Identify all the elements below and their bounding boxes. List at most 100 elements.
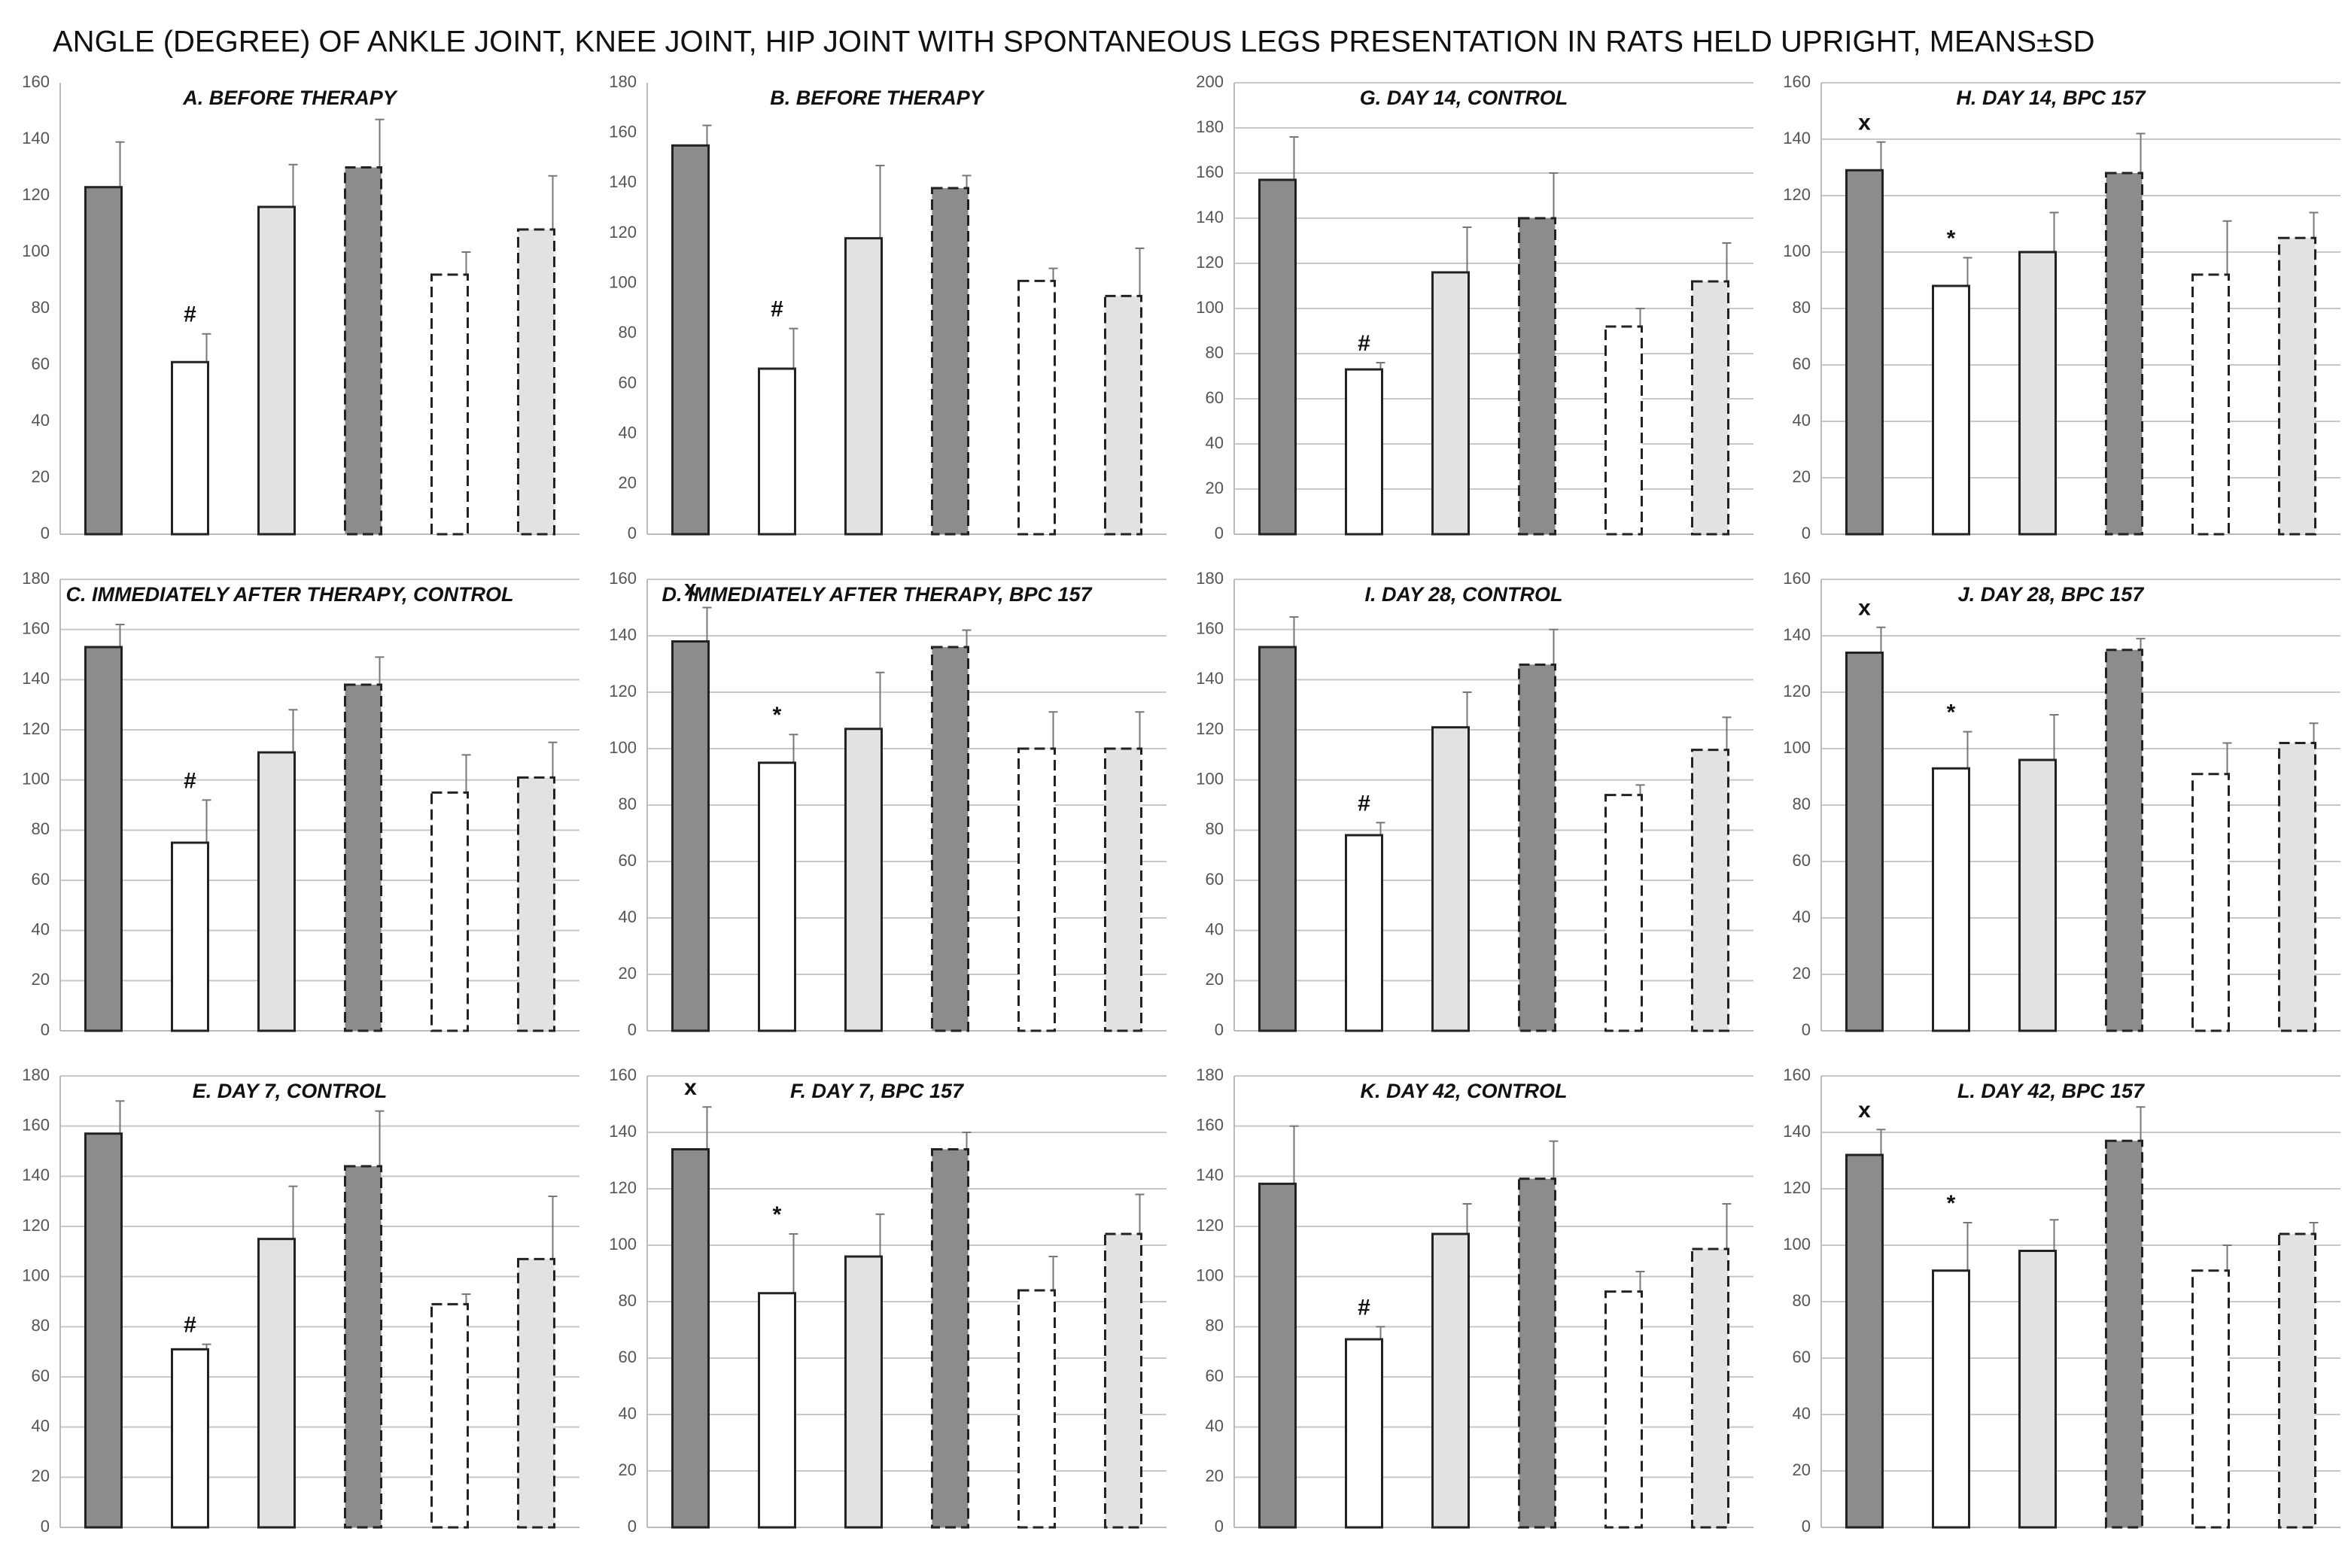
bar: [344, 683, 382, 1032]
y-tick-label: 0: [1802, 524, 1811, 542]
bar: [844, 237, 883, 536]
bar: [171, 841, 209, 1032]
bar: [430, 791, 469, 1032]
y-tick-label: 160: [1783, 569, 1811, 588]
y-tick-label: 140: [1196, 669, 1224, 688]
y-tick-label: 60: [1793, 1348, 1811, 1366]
y-tick-label: 60: [32, 870, 50, 889]
y-tick-label: 20: [32, 1466, 50, 1485]
y-tick-label: 20: [619, 1460, 637, 1479]
bar: [2018, 251, 2057, 536]
bar: [1345, 834, 1383, 1032]
y-tick-label: 20: [1793, 964, 1811, 983]
panel-title: B. BEFORE THERAPY: [770, 87, 986, 109]
y-tick-label: 40: [1206, 1416, 1224, 1435]
y-tick-label: 160: [609, 1065, 637, 1084]
y-tick-label: 20: [1206, 1466, 1224, 1485]
bar: [1345, 368, 1383, 536]
y-tick-label: 80: [32, 1316, 50, 1335]
bar: [1932, 767, 1970, 1032]
panel-title: J. DAY 28, BPC 157: [1958, 583, 2146, 606]
bar: [1017, 1289, 1056, 1529]
panel-title: L. DAY 42, BPC 157: [1957, 1080, 2146, 1102]
y-tick-label: 120: [609, 223, 637, 242]
bar: [1017, 279, 1056, 536]
y-tick-label: 80: [619, 1291, 637, 1310]
bar: [344, 166, 382, 536]
significance-marker: x: [684, 576, 697, 600]
bar: [671, 144, 710, 536]
bar: [1932, 1269, 1970, 1529]
bar: [1345, 1338, 1383, 1529]
y-tick-label: 0: [628, 1020, 637, 1039]
y-tick-label: 160: [22, 1115, 50, 1134]
figure-title: ANGLE (DEGREE) OF ANKLE JOINT, KNEE JOIN…: [53, 26, 2095, 59]
bar: [1518, 217, 1556, 536]
panel-title: E. DAY 7, CONTROL: [193, 1080, 388, 1102]
y-tick-label: 140: [22, 1165, 50, 1184]
panel-title: D. IMMEDIATELY AFTER THERAPY, BPC 157: [662, 583, 1093, 606]
panel-title: A. BEFORE THERAPY: [182, 87, 399, 109]
y-tick-label: 200: [1196, 72, 1224, 91]
y-tick-label: 120: [609, 682, 637, 700]
bar: [1518, 663, 1556, 1032]
bar: [257, 751, 296, 1032]
y-tick-label: 20: [1206, 479, 1224, 497]
panel-title: F. DAY 7, BPC 157: [790, 1080, 965, 1102]
bar: [1258, 178, 1297, 536]
y-tick-label: 40: [1793, 1404, 1811, 1423]
y-tick-label: 140: [22, 129, 50, 147]
bar: [1845, 652, 1884, 1032]
significance-marker: #: [1358, 331, 1370, 356]
y-tick-label: 180: [609, 72, 637, 91]
y-tick-label: 160: [22, 618, 50, 637]
y-tick-label: 0: [41, 1517, 50, 1536]
bar: [1932, 284, 1970, 536]
bar: [430, 1302, 469, 1529]
bar: [1258, 1182, 1297, 1529]
significance-marker: x: [1858, 596, 1871, 621]
y-tick-label: 20: [32, 467, 50, 486]
significance-marker: *: [773, 1202, 782, 1227]
y-tick-label: 40: [1206, 919, 1224, 938]
y-tick-label: 0: [1215, 1517, 1224, 1536]
bar: [2018, 758, 2057, 1032]
y-tick-label: 120: [1783, 682, 1811, 700]
bar: [844, 728, 883, 1032]
panel-title: C. IMMEDIATELY AFTER THERAPY, CONTROL: [65, 583, 513, 606]
y-tick-label: 160: [609, 122, 637, 141]
y-tick-label: 20: [1793, 467, 1811, 486]
y-tick-label: 80: [1206, 1316, 1224, 1335]
significance-marker: #: [1358, 1295, 1370, 1320]
bar: [257, 1238, 296, 1529]
y-tick-label: 80: [619, 323, 637, 342]
y-tick-label: 40: [619, 423, 637, 442]
y-tick-label: 60: [619, 373, 637, 392]
bar: [171, 360, 209, 536]
y-tick-label: 120: [1783, 1178, 1811, 1197]
bar: [1604, 325, 1643, 536]
y-tick-label: 160: [1196, 618, 1224, 637]
significance-marker: x: [1858, 111, 1871, 135]
bar: [2105, 172, 2143, 536]
significance-marker: *: [1947, 700, 1956, 725]
y-tick-label: 140: [1196, 208, 1224, 226]
y-tick-label: 180: [1196, 117, 1224, 136]
y-tick-label: 0: [628, 524, 637, 542]
bar: [84, 1132, 123, 1529]
bar: [1691, 749, 1729, 1032]
bar: [2278, 1232, 2316, 1529]
bar: [84, 186, 123, 536]
bar: [1604, 794, 1643, 1032]
y-tick-label: 100: [1783, 242, 1811, 260]
y-tick-label: 140: [609, 172, 637, 191]
panel-title: H. DAY 14, BPC 157: [1956, 87, 2146, 109]
bar: [2018, 1250, 2057, 1529]
y-tick-label: 120: [22, 185, 50, 204]
y-tick-label: 80: [1793, 795, 1811, 813]
y-tick-label: 80: [619, 795, 637, 813]
y-tick-label: 140: [22, 669, 50, 688]
y-tick-label: 160: [609, 569, 637, 588]
y-tick-label: 40: [1793, 411, 1811, 430]
